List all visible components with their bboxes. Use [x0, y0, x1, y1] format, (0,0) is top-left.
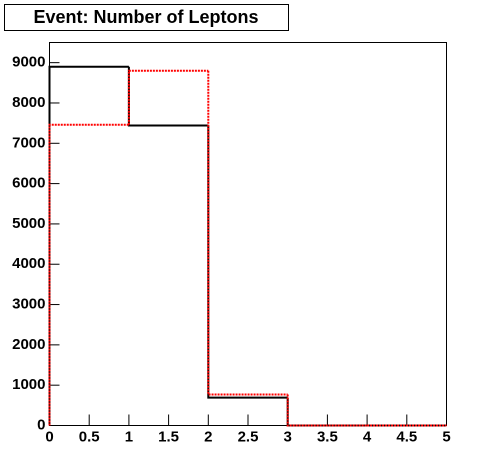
- x-tick-label: 2: [204, 428, 212, 445]
- y-tick-label: 5000: [12, 215, 45, 232]
- histogram-bin: [207, 70, 288, 396]
- x-tick-label: 4: [363, 428, 372, 445]
- histogram-bin: [286, 394, 368, 427]
- y-tick-label: 0: [37, 416, 45, 433]
- title-box: [4, 4, 289, 31]
- y-tick-label: 2000: [12, 336, 45, 353]
- x-tick-label: 1.5: [158, 428, 179, 445]
- chart-title: Event: Number of Leptons: [33, 7, 258, 27]
- x-tick-label: 1: [125, 428, 133, 445]
- x-tick-label: 5: [442, 428, 450, 445]
- x-tick-label: 4.5: [396, 428, 417, 445]
- y-tick-label: 9000: [12, 54, 45, 71]
- y-tick-label: 1000: [12, 376, 45, 393]
- x-tick-label: 3.5: [317, 428, 338, 445]
- histogram-bin: [127, 66, 209, 127]
- x-tick-label: 0.5: [79, 428, 100, 445]
- x-tick-label: 3: [284, 428, 292, 445]
- y-tick-label: 7000: [12, 134, 45, 151]
- y-tick-label: 6000: [12, 175, 45, 192]
- histogram-bin: [127, 69, 209, 125]
- histogram-bin: [48, 65, 129, 426]
- histogram-bin: [48, 123, 129, 426]
- x-tick-label: 2.5: [238, 428, 259, 445]
- y-tick-label: 4000: [12, 255, 45, 272]
- x-tick-label: 0: [45, 428, 53, 445]
- y-tick-label: 3000: [12, 296, 45, 313]
- y-tick-label: 8000: [12, 94, 45, 111]
